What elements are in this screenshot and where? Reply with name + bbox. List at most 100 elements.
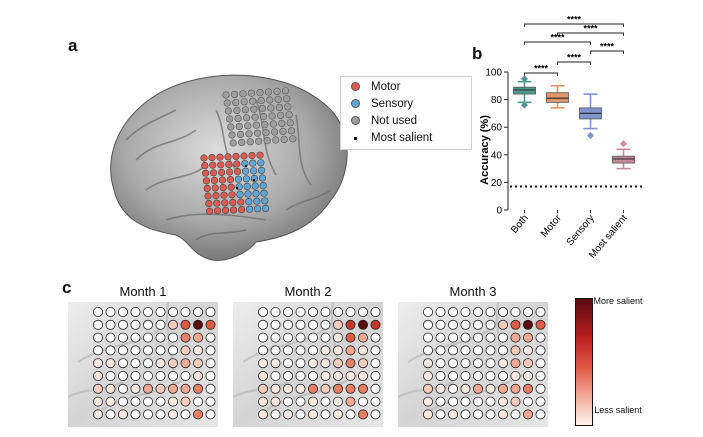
electrode-salience-dot	[485, 332, 496, 343]
electrode-salience-dot	[358, 332, 369, 343]
electrode-salience-dot	[320, 358, 331, 369]
electrode-salience-dot	[358, 358, 369, 369]
bracket-line	[524, 41, 591, 45]
electrode-salience-dot	[180, 345, 191, 356]
electrode-salience-dot	[435, 358, 446, 369]
electrode-salience-dot	[295, 371, 306, 382]
electrode-sensory	[244, 190, 252, 198]
electrode-salience-dot	[448, 358, 459, 369]
electrode-not-used	[279, 127, 287, 136]
electrode-salience-dot	[270, 358, 281, 369]
legend-label-not-used: Not used	[371, 115, 418, 127]
electrode-salience-dot	[370, 409, 381, 420]
electrode-not-used	[223, 99, 231, 107]
electrode-salience-dot	[105, 396, 116, 407]
electrode-not-used	[228, 131, 236, 139]
electrode-salience-dot	[205, 358, 216, 369]
electrode-salience-dot	[448, 307, 459, 317]
significance-bracket: ****	[524, 33, 591, 45]
electrode-salience-dot	[105, 319, 116, 330]
electrode-salience-dot	[535, 371, 546, 382]
electrode-motor	[210, 176, 218, 184]
electrode-not-used	[240, 98, 248, 106]
electrode-salience-dot	[523, 332, 534, 343]
box-sensory	[579, 93, 602, 139]
electrode-motor	[201, 169, 210, 177]
electrode-salience-dot	[523, 396, 534, 407]
electrode-not-used	[229, 139, 237, 147]
electrode-salience-dot	[118, 396, 129, 407]
electrode-salience-dot	[358, 383, 369, 394]
electrode-motor	[232, 152, 240, 160]
electrode-salience-dot	[485, 345, 496, 356]
electrode-salience-dot	[168, 319, 179, 330]
salience-map-month-1	[68, 302, 218, 427]
electrode-motor	[237, 198, 245, 206]
electrode-salience-dot	[498, 409, 509, 420]
electrode-grid-motor	[200, 151, 264, 215]
electrode-salience-dot	[448, 371, 459, 382]
electrode-salience-dot	[498, 307, 509, 317]
electrode-sensory	[252, 189, 260, 198]
electrode-dots	[92, 307, 216, 420]
electrode-salience-dot	[498, 345, 509, 356]
electrode-salience-dot	[143, 358, 154, 369]
electrode-sensory	[243, 182, 251, 190]
electrode-salience-dot	[143, 307, 154, 317]
electrode-salience-dot	[155, 345, 166, 356]
legend-item-most-salient: Most salient	[341, 130, 471, 146]
electrode-not-used	[238, 138, 246, 146]
electrode-not-used	[263, 136, 271, 145]
electrode-salience-dot	[333, 332, 344, 343]
electrode-salience-dot	[370, 332, 381, 343]
electrode-salience-dot	[535, 383, 546, 394]
electrode-not-used	[260, 112, 268, 121]
electrode-salience-dot	[485, 396, 496, 407]
electrode-sensory	[253, 197, 261, 205]
electrode-salience-dot	[257, 396, 268, 407]
electrode-sensory	[242, 167, 250, 175]
electrode-salience-dot	[205, 396, 216, 407]
electrode-motor	[201, 161, 209, 170]
cortex-background	[233, 302, 383, 427]
electrode-not-used	[287, 127, 296, 135]
electrode-not-used	[270, 128, 279, 136]
most-salient-marker	[236, 187, 238, 189]
electrode-salience-dot	[485, 383, 496, 394]
x-tick-label: Sensory	[565, 213, 597, 248]
electrode-salience-dot	[370, 319, 381, 330]
electrode-salience-dot	[345, 332, 356, 343]
electrode-motor	[230, 206, 238, 214]
electrode-salience-dot	[435, 409, 446, 420]
outlier-point	[521, 75, 528, 83]
electrode-not-used	[285, 111, 293, 119]
electrode-salience-dot	[345, 371, 356, 382]
electrode-sensory	[249, 159, 257, 167]
electrode-salience-dot	[535, 409, 546, 420]
electrode-salience-dot	[143, 409, 154, 420]
electrode-salience-dot	[180, 371, 191, 382]
electrode-not-used	[253, 129, 262, 137]
electrode-salience-dot	[320, 332, 331, 343]
panel-label-c: c	[62, 278, 72, 297]
y-tick-label: 40	[491, 150, 503, 161]
electrode-salience-dot	[92, 319, 103, 330]
electrode-motor	[224, 153, 232, 161]
bracket-line	[524, 23, 624, 27]
significance-label: ****	[550, 33, 565, 43]
electrode-salience-dot	[523, 319, 534, 330]
electrode-salience-dot	[118, 371, 129, 382]
electrode-sensory	[259, 181, 267, 190]
electrode-salience-dot	[510, 307, 521, 317]
electrode-not-used	[273, 87, 281, 96]
electrode-salience-dot	[270, 396, 281, 407]
electrode-salience-dot	[473, 319, 484, 330]
electrode-salience-dot	[308, 409, 319, 420]
electrode-not-used	[232, 98, 240, 107]
electrode-motor	[220, 191, 228, 199]
electrode-salience-dot	[345, 319, 356, 330]
electrode-salience-dot	[422, 332, 433, 343]
electrode-motor	[212, 191, 220, 200]
electrode-salience-dot	[118, 332, 129, 343]
electrode-motor	[217, 168, 226, 176]
